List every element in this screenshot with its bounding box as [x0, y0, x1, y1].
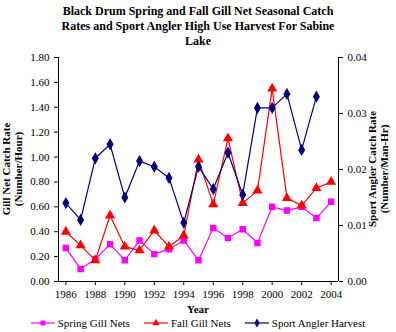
svg-text:1.80: 1.80: [30, 51, 50, 63]
svg-text:1.40: 1.40: [30, 101, 50, 113]
svg-text:1990: 1990: [114, 288, 137, 300]
svg-text:0.03: 0.03: [348, 107, 368, 119]
svg-text:2004: 2004: [320, 288, 343, 300]
html-text:Sport Angler Harvest: Sport Angler Harvest: [271, 317, 366, 329]
svg-text:1996: 1996: [202, 288, 225, 300]
html-text:Spring Gill Nets: Spring Gill Nets: [57, 317, 130, 329]
svg-text:0.80: 0.80: [30, 175, 50, 187]
svg-text:0.04: 0.04: [348, 51, 368, 63]
svg-text:0.00: 0.00: [30, 275, 50, 287]
svg-text:1.60: 1.60: [30, 76, 50, 88]
svg-text:0.20: 0.20: [30, 250, 50, 262]
svg-text:1992: 1992: [143, 288, 165, 300]
svg-text:0.40: 0.40: [30, 225, 50, 237]
svg-text:Year: Year: [187, 303, 209, 315]
svg-text:0.00: 0.00: [348, 275, 368, 287]
svg-text:Gill Net Catch Rate(Number/Hou: Gill Net Catch Rate(Number/Hour): [0, 123, 25, 216]
svg-text:1.20: 1.20: [30, 126, 50, 138]
svg-text:1.00: 1.00: [30, 151, 50, 163]
svg-text:2000: 2000: [261, 288, 284, 300]
svg-text:1986: 1986: [55, 288, 78, 300]
svg-text:1998: 1998: [232, 288, 255, 300]
svg-text:1988: 1988: [84, 288, 107, 300]
html-text:Fall Gill Nets: Fall Gill Nets: [170, 317, 231, 329]
html-text:Black Drum Spring and Fall Gil: Black Drum Spring and Fall Gill Net Seas…: [61, 4, 335, 48]
svg-text:0.60: 0.60: [30, 200, 50, 212]
svg-text:0.02: 0.02: [348, 163, 367, 175]
svg-text:0.01: 0.01: [348, 219, 367, 231]
svg-text:1994: 1994: [173, 288, 196, 300]
svg-text:2002: 2002: [291, 288, 313, 300]
svg-text:Sport Angler Catch Rate(Number: Sport Angler Catch Rate(Number/Man-Hr): [366, 111, 391, 227]
